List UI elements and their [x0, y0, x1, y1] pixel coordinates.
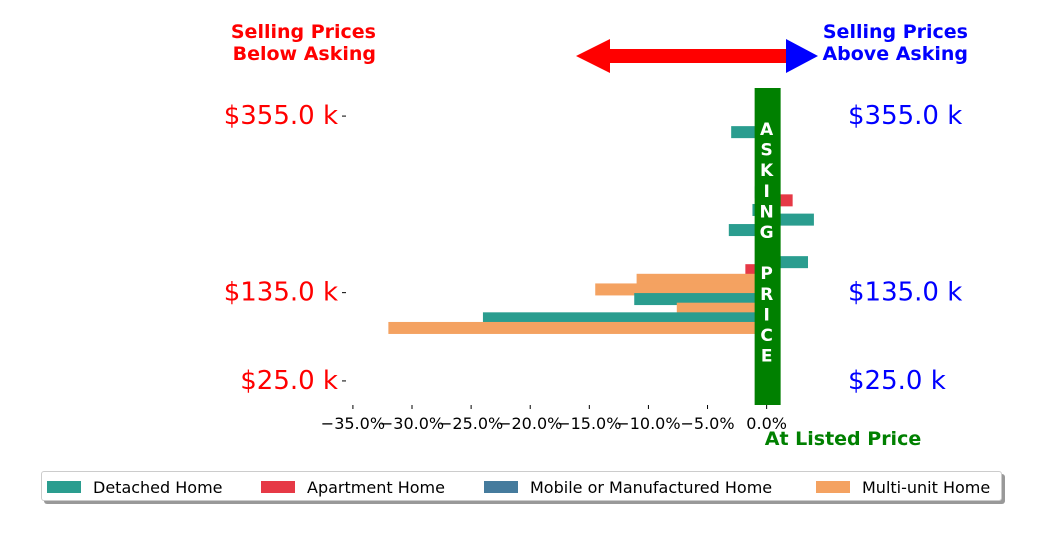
legend-item-apartment: Apartment Home [261, 476, 445, 498]
legend-swatch-detached [47, 481, 81, 493]
arrow-right-head [786, 39, 818, 73]
legend-item-detached: Detached Home [47, 476, 223, 498]
y-tick-label-left: $135.0 k [224, 278, 338, 308]
legend: Detached Home Apartment Home Mobile or M… [41, 471, 1002, 501]
x-axis-label: At Listed Price [765, 428, 921, 450]
header-above-asking: Selling Prices Above Asking [790, 21, 968, 65]
header-above-line2: Above Asking [822, 43, 968, 65]
legend-label-mobile: Mobile or Manufactured Home [530, 477, 773, 497]
bar-12 [482, 312, 767, 325]
bar-9 [595, 283, 767, 296]
y-tick-label-right: $135.0 k [848, 278, 962, 308]
x-tick-label: −35.0% [321, 414, 385, 433]
y-tick-label-right: $355.0 k [848, 101, 962, 131]
x-tick-label: 0.0% [746, 414, 787, 433]
legend-label-detached: Detached Home [93, 477, 223, 497]
header-below-asking: Selling Prices Below Asking [196, 21, 376, 65]
asking-price-letter: I [763, 182, 769, 202]
bar-13 [388, 321, 767, 334]
arrow-shaft [606, 49, 788, 63]
asking-price-letter: C [760, 326, 772, 346]
x-tick-label: −30.0% [380, 414, 444, 433]
asking-price-letter: A [760, 120, 774, 140]
header-below-line1: Selling Prices [230, 21, 376, 43]
y-tick-label-right: $25.0 k [848, 366, 946, 396]
legend-label-apartment: Apartment Home [307, 477, 445, 497]
y-tick-label-left: $355.0 k [224, 101, 338, 131]
legend-swatch-multiunit [816, 481, 850, 493]
asking-price-letter: I [763, 305, 769, 325]
asking-price-letter: P [760, 264, 772, 284]
y-tick-label-left: $25.0 k [240, 366, 338, 396]
asking-price-letter: K [760, 161, 774, 181]
asking-price-letter: E [761, 347, 773, 367]
asking-price-letter: S [761, 141, 773, 161]
asking-price-band [754, 88, 781, 405]
legend-swatch-apartment [261, 481, 295, 493]
header-above-line1: Selling Prices [822, 21, 968, 43]
asking-price-letter: G [760, 223, 774, 243]
bar-8 [636, 273, 767, 286]
x-tick-label: −15.0% [557, 414, 621, 433]
legend-swatch-mobile [484, 481, 518, 493]
x-tick-label: −5.0% [680, 414, 734, 433]
x-tick-label: −25.0% [439, 414, 503, 433]
bar-11 [676, 302, 767, 315]
legend-item-mobile: Mobile or Manufactured Home [484, 476, 772, 498]
legend-item-multiunit: Multi-unit Home [816, 476, 990, 498]
asking-price-letter: R [760, 285, 773, 305]
legend-label-multiunit: Multi-unit Home [862, 477, 991, 497]
arrow-left-head [576, 39, 610, 73]
x-tick-label: −10.0% [616, 414, 680, 433]
asking-price-letter: N [760, 202, 774, 222]
bar-10 [634, 293, 767, 306]
x-tick-label: −20.0% [498, 414, 562, 433]
header-below-line2: Below Asking [232, 43, 376, 65]
